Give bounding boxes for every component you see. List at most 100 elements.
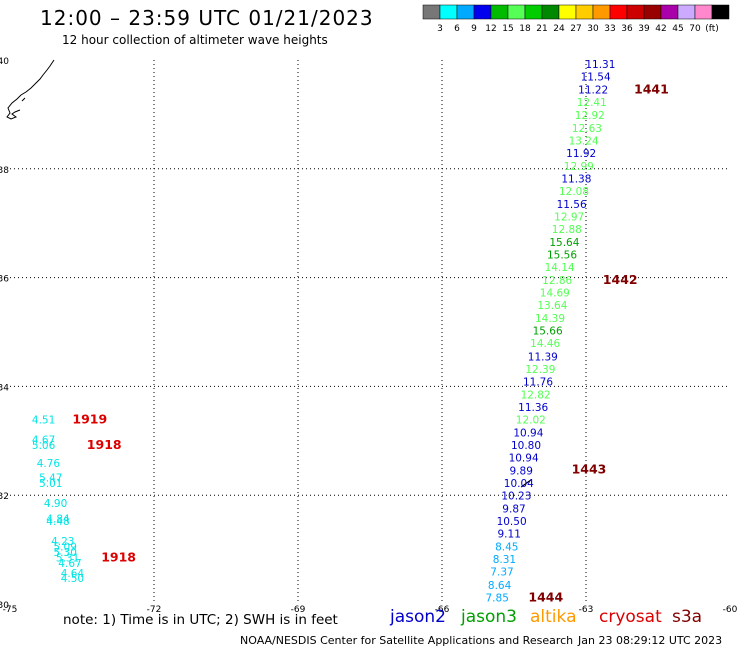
- wave-height-point: 7.85: [486, 592, 509, 604]
- wave-height-point: 11.36: [518, 402, 548, 414]
- wave-height-point: 4.51: [32, 414, 55, 426]
- colorbar-label: 39: [638, 24, 650, 34]
- pass-label: 1442: [603, 272, 638, 287]
- colorbar-swatch: [711, 4, 730, 20]
- wave-height-point: 5.09: [54, 542, 77, 554]
- colorbar-label: 27: [570, 24, 581, 34]
- wave-height-point: 10.23: [501, 491, 531, 503]
- x-tick-label: -63: [579, 605, 594, 615]
- mission-legend-jason2: jason2: [390, 607, 446, 627]
- colorbar-swatch: [524, 4, 543, 20]
- wave-height-point: 14.46: [530, 338, 560, 350]
- colorbar-swatch: [643, 4, 662, 20]
- y-tick-label: 40: [0, 57, 9, 67]
- wave-height-point: 15.56: [547, 250, 577, 262]
- colorbar-swatch: [541, 4, 560, 20]
- wave-height-point: 12.63: [572, 123, 602, 135]
- wave-height-point: 7.37: [490, 567, 513, 579]
- wave-height-point: 11.38: [561, 173, 591, 185]
- wave-height-point: 12.92: [575, 110, 605, 122]
- wave-height-point: 15.66: [533, 326, 563, 338]
- wave-height-point: 11.56: [557, 199, 587, 211]
- wave-height-point: 12.97: [554, 211, 584, 223]
- x-tick-label: -66: [435, 605, 450, 615]
- colorbar-swatch: [490, 4, 509, 20]
- wave-height-point: 4.76: [37, 458, 61, 470]
- colorbar-swatch: [558, 4, 577, 20]
- footer-timestamp: Jan 23 08:29:12 UTC 2023: [578, 634, 723, 647]
- wave-height-point: 10.50: [497, 516, 527, 528]
- colorbar-label: 6: [454, 24, 460, 34]
- wave-height-point: 13.24: [569, 135, 599, 147]
- colorbar-swatch: [660, 4, 679, 20]
- wave-height-point: 12.02: [516, 414, 546, 426]
- page-title: 12:00 – 23:59 UTC 01/21/2023: [40, 6, 374, 30]
- colorbar-swatch: [575, 4, 594, 20]
- wave-height-point: 9.89: [510, 466, 533, 478]
- wave-height-point: 4.67: [32, 435, 55, 447]
- colorbar-swatch: [473, 4, 492, 20]
- wave-height-point: 5.31: [56, 553, 79, 565]
- colorbar-label: 42: [655, 24, 666, 34]
- wave-height-point: 8.64: [488, 580, 512, 592]
- wave-height-point: 11.31: [585, 59, 615, 71]
- colorbar-swatch: [694, 4, 713, 20]
- page-subtitle: 12 hour collection of altimeter wave hei…: [62, 33, 328, 47]
- y-tick-label: 36: [0, 275, 9, 285]
- wave-height-point: 4.50: [61, 573, 84, 585]
- colorbar-swatch: [422, 4, 441, 20]
- pass-label: 1918: [87, 437, 122, 452]
- colorbar-label: 36: [621, 24, 633, 34]
- wave-height-point: 4.84: [46, 513, 70, 525]
- colorbar-label: 45: [672, 24, 683, 34]
- colorbar-label: 15: [502, 24, 513, 34]
- wave-height-point: 11.76: [523, 376, 553, 388]
- pass-label: 1444: [528, 589, 563, 604]
- wave-height-point: 4.64: [61, 568, 85, 580]
- footer-note: note: 1) Time is in UTC; 2) SWH is in fe…: [63, 612, 338, 628]
- wave-height-point: 11.39: [528, 351, 558, 363]
- colorbar-label: 12: [485, 24, 496, 34]
- colorbar-label: 33: [604, 24, 615, 34]
- wave-height-point: 9.87: [502, 504, 525, 516]
- y-tick-label: 32: [0, 492, 9, 502]
- wave-height-point: 4.23: [51, 536, 74, 548]
- colorbar-swatch: [626, 4, 645, 20]
- wave-height-point: 12.08: [559, 186, 589, 198]
- wave-height-point: 13.64: [537, 300, 567, 312]
- colorbar-swatch: [592, 4, 611, 20]
- wave-height-point: 5.01: [39, 478, 62, 490]
- footer-credit: NOAA/NESDIS Center for Satellite Applica…: [240, 634, 574, 647]
- colorbar-label: 24: [553, 24, 565, 34]
- coastline: [6, 59, 55, 120]
- colorbar-label: (ft): [705, 24, 719, 34]
- wave-height-point: 15.64: [549, 237, 579, 249]
- wave-height-point: 10.94: [513, 427, 543, 439]
- colorbar-label: 30: [587, 24, 599, 34]
- colorbar-label: 9: [471, 24, 477, 34]
- colorbar-swatch: [507, 4, 526, 20]
- colorbar-swatch: [677, 4, 696, 20]
- colorbar-swatch: [456, 4, 475, 20]
- wave-height-point: 12.41: [577, 97, 607, 109]
- x-tick-label: -69: [291, 605, 306, 615]
- wave-height-point: 11.54: [581, 72, 611, 84]
- mission-legend-jason3: jason3: [461, 607, 517, 627]
- pass-label: 1443: [572, 461, 607, 476]
- wave-height-point: 14.39: [535, 313, 565, 325]
- wave-height-point: 4.48: [46, 516, 69, 528]
- x-tick-label: -72: [147, 605, 162, 615]
- wave-height-point: 5.30: [54, 547, 77, 559]
- wave-height-point: 12.39: [525, 364, 555, 376]
- track-segment: [520, 479, 532, 488]
- wave-height-point: 12.82: [521, 389, 551, 401]
- x-tick-label: -60: [723, 605, 738, 615]
- y-tick-label: 34: [0, 383, 9, 393]
- wave-height-point: 10.80: [511, 440, 541, 452]
- wave-height-point: 10.04: [504, 478, 534, 490]
- pass-label: 1918: [101, 550, 136, 565]
- wave-height-point: 5.06: [32, 440, 56, 452]
- mission-legend-s3a: s3a: [672, 607, 703, 627]
- wave-height-point: 12.99: [564, 161, 594, 173]
